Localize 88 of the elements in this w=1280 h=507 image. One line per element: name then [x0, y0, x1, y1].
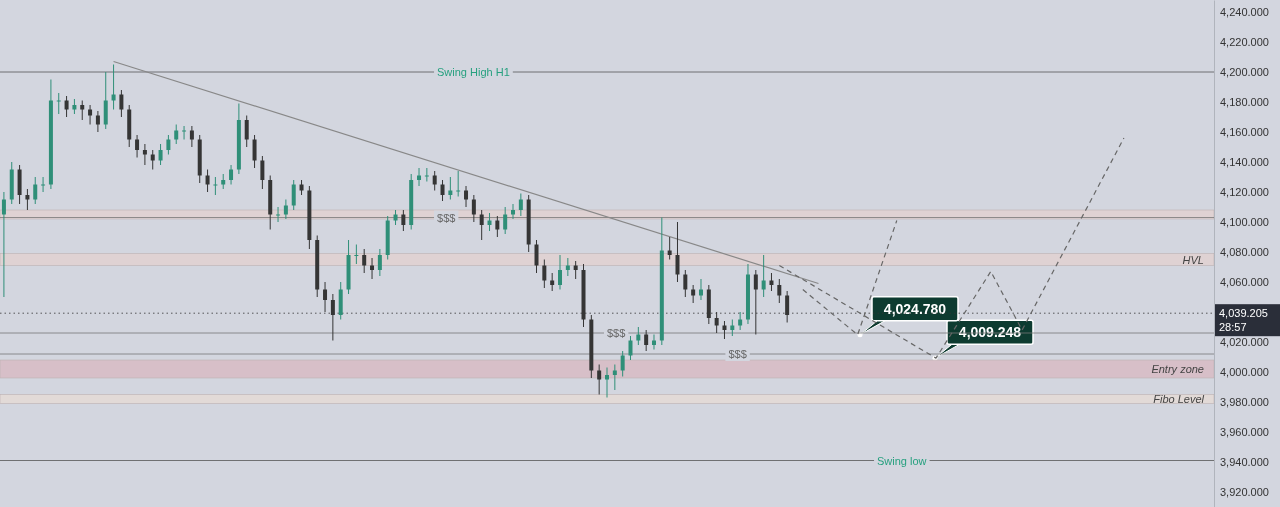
candlestick: [542, 259, 547, 289]
candlestick: [150, 149, 155, 170]
candlestick: [440, 179, 445, 202]
candlestick: [518, 193, 523, 217]
text: 28:57: [1219, 321, 1247, 334]
candlestick: [558, 254, 563, 290]
ref-line-label: $$$: [437, 211, 456, 224]
y-tick-label: 4,220.000: [1220, 36, 1269, 49]
candlestick: [456, 170, 461, 197]
y-tick-label: 4,000.000: [1220, 366, 1269, 379]
candlestick: [158, 143, 163, 166]
line-series: [778, 137, 1125, 359]
ref-line-label: $$$: [728, 348, 747, 360]
candlestick: [401, 209, 406, 232]
candlestick: [777, 278, 782, 304]
candlestick: [205, 169, 210, 193]
candlestick: [276, 206, 281, 223]
candlestick: [142, 143, 147, 166]
candlestick: [95, 110, 100, 133]
candlestick: [283, 199, 288, 220]
candlestick: [597, 364, 602, 395]
y-tick-label: 4,160.000: [1220, 126, 1269, 139]
candlestick: [64, 95, 69, 118]
candlestick: [503, 206, 508, 235]
candlestick: [182, 125, 187, 140]
band-label: Entry zone: [1151, 363, 1204, 375]
annotation: 4,024.780: [883, 300, 947, 317]
candlestick: [495, 215, 500, 238]
candlestick: [675, 221, 680, 283]
y-tick-label: 4,120.000: [1220, 186, 1269, 199]
y-tick-label: 4,240.000: [1220, 6, 1269, 19]
ref-line-label: Swing low: [877, 454, 927, 467]
candlestick: [291, 179, 296, 211]
candlestick: [119, 89, 124, 118]
y-tick-label: 3,960.000: [1220, 426, 1269, 439]
y-tick-label: 4,100.000: [1220, 216, 1269, 229]
candlestick: [471, 194, 476, 223]
candlestick: [761, 254, 766, 298]
y-tick-label: 4,060.000: [1220, 276, 1269, 289]
y-tick-label: 4,180.000: [1220, 96, 1269, 109]
y-tick-label: 4,200.000: [1220, 66, 1269, 79]
band-label: HVL: [1182, 253, 1204, 266]
candlestick: [80, 100, 85, 121]
candlestick: [103, 71, 108, 130]
ref-line-label: Swing High H1: [437, 66, 510, 78]
candlestick: [644, 329, 649, 352]
ref-line-label: 4,039.205: [1219, 307, 1268, 320]
candlestick: [166, 134, 171, 155]
candlestick: [135, 134, 140, 158]
candlestick: [534, 239, 539, 274]
candlestick: [479, 209, 484, 241]
candlestick: [174, 124, 179, 145]
candlestick: [1, 191, 6, 298]
y-tick-label: 3,920.000: [1220, 486, 1269, 499]
candlestick: [698, 278, 703, 301]
candlestick: [33, 176, 38, 205]
y-tick-label: 4,080.000: [1220, 246, 1269, 259]
candlestick: [252, 134, 257, 169]
candlestick: [511, 203, 516, 220]
candlestick: [605, 367, 609, 398]
candlestick: [424, 167, 429, 182]
candlestick: [229, 164, 234, 185]
candlestick: [244, 115, 249, 148]
candlestick: [683, 269, 688, 298]
ref-line-label: $$$: [607, 327, 626, 339]
candlestick: [25, 188, 30, 211]
y-tick-label: 3,980.000: [1220, 396, 1269, 409]
candlestick: [354, 244, 359, 265]
candlestick: [362, 248, 367, 274]
candlestick: [88, 104, 93, 125]
y-tick-label: 3,940.000: [1220, 456, 1269, 469]
candlestick: [377, 248, 382, 277]
candlestick: [41, 176, 46, 193]
candlestick: [213, 176, 218, 196]
candlestick: [260, 155, 265, 190]
candlestick: [714, 311, 719, 334]
candlestick: [189, 125, 194, 148]
y-tick-label: 4,140.000: [1220, 156, 1269, 169]
candlestick: [464, 185, 469, 208]
candlestick: [620, 350, 625, 377]
y-tick-label: 4,020.000: [1220, 336, 1269, 349]
candlestick: [432, 170, 437, 191]
candlestick: [56, 92, 61, 115]
annotation: 4,009.248: [958, 324, 1022, 341]
candlestick: [738, 311, 743, 331]
band-label: Fibo Level: [1153, 393, 1205, 405]
candlestick: [628, 335, 633, 361]
candlestick: [111, 64, 116, 110]
